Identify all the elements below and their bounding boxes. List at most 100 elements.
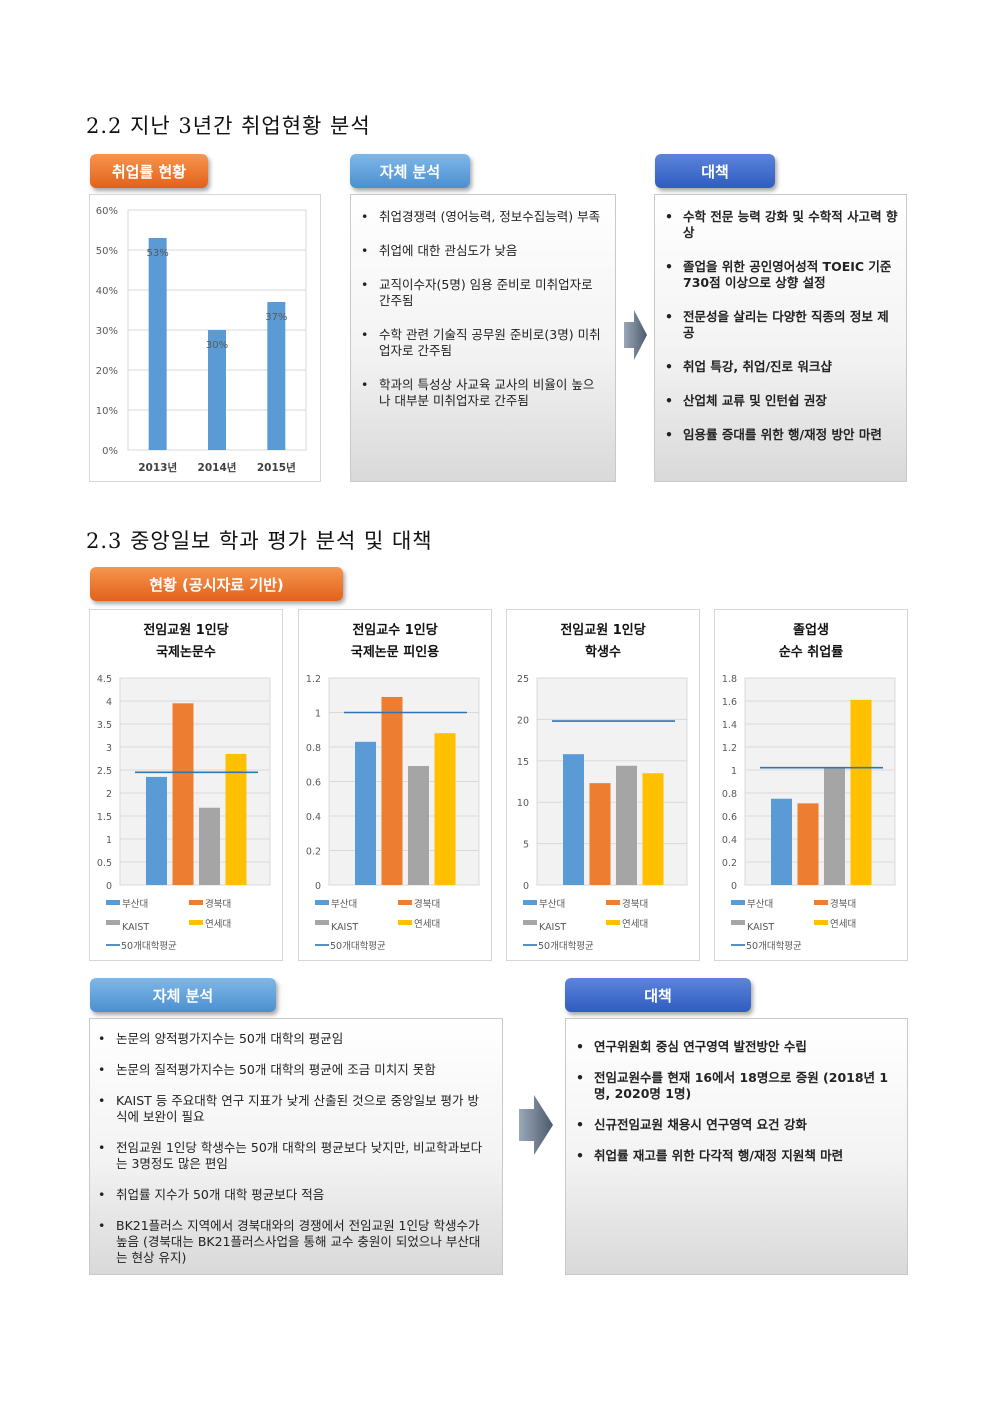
list-item-text: 논문의 양적평가지수는 50개 대학의 평균임 — [116, 1031, 344, 1046]
x-tick-label: 2014년 — [198, 461, 237, 474]
bar — [408, 765, 429, 885]
bullet-icon: • — [361, 243, 369, 258]
y-tick-label: 5 — [523, 840, 529, 851]
list-item: • 신규전임교원 채용시 연구영역 요건 강화 — [570, 1117, 899, 1133]
bullet-icon: • — [665, 259, 673, 274]
employment-rate-chart: 0% 10% 20% 30% 40% 50% 60% 53% 2013년 30% 2014년 37% 2… — [96, 206, 307, 474]
list-item-text: 취업률 지수가 50개 대학 평균보다 적음 — [116, 1187, 325, 1202]
y-tick-label: 0.8 — [722, 789, 737, 800]
legend-label: 연세대 — [205, 919, 231, 930]
bullet-icon: • — [361, 327, 369, 342]
list-item: • 취업에 대한 관심도가 낮음 — [355, 243, 605, 259]
bar — [563, 754, 584, 885]
list-item-text: 신규전임교원 채용시 연구영역 요건 강화 — [594, 1117, 807, 1132]
x-tick-label: 2015년 — [257, 461, 296, 474]
legend-label: 부산대 — [122, 899, 148, 910]
y-tick-label: 0 — [523, 881, 529, 892]
plot-area — [536, 677, 688, 886]
y-tick-label: 40% — [96, 286, 118, 297]
bar — [434, 733, 456, 885]
bar — [267, 302, 286, 450]
list-item: • 취업경쟁력 (영어능력, 정보수집능력) 부족 — [355, 209, 605, 225]
legend-label: 연세대 — [830, 919, 856, 930]
y-tick-label: 2.5 — [97, 766, 112, 777]
list-item: • 산업체 교류 및 인턴쉽 권장 — [659, 393, 898, 409]
list-item-text: 학과의 특성상 사교육 교사의 비율이 높으나 대부분 미취업자로 간주됨 — [379, 377, 595, 408]
list-item-text: 수학 관련 기술직 공무원 준비로(3명) 미취업자로 간주됨 — [379, 327, 601, 358]
legend-label: 50개대학평균 — [121, 941, 177, 952]
section-2-2-heading: 2.2 지난 3년간 취업현황 분석 — [86, 114, 371, 138]
data-label: 30% — [206, 340, 228, 351]
chart-title: 전임교원 1인당 — [143, 622, 228, 638]
bullet-icon: • — [98, 1093, 106, 1108]
bullet-icon: • — [665, 393, 673, 408]
y-tick-label: 1.2 — [722, 743, 737, 754]
chart-title: 국제논문 피인용 — [351, 644, 439, 660]
list-item: • 취업률 지수가 50개 대학 평균보다 적음 — [92, 1187, 490, 1203]
measures-tag: 대책 — [655, 154, 775, 188]
bar — [172, 703, 194, 885]
legend-swatch — [315, 920, 329, 925]
legend-label: 연세대 — [414, 919, 440, 930]
legend-label: KAIST — [747, 922, 774, 933]
y-tick-label: 2 — [106, 789, 112, 800]
list-item: • 논문의 양적평가지수는 50개 대학의 평균임 — [92, 1031, 490, 1047]
list-item-text: 연구위원회 중심 연구영역 발전방안 수립 — [594, 1039, 807, 1054]
bullet-icon: • — [576, 1039, 584, 1054]
y-tick-label: 20 — [517, 715, 529, 726]
chart-students-box: 전임교원 1인당 학생수 0 5 10 15 20 25 부산대 경북대 KAIST 연세대 50개대학… — [506, 609, 700, 961]
bar — [589, 783, 611, 885]
legend-swatch — [106, 920, 120, 925]
chart-papers-box: 전임교원 1인당 국제논문수 0 0.5 1 1.5 2 2.5 3 3.5 4 4.5 부산대 경북대 K… — [89, 609, 283, 961]
legend-swatch — [398, 900, 412, 905]
list-item: • 수학 관련 기술직 공무원 준비로(3명) 미취업자로 간주됨 — [355, 327, 605, 359]
bar — [616, 765, 637, 885]
y-tick-label: 0.4 — [722, 835, 737, 846]
chart-title: 학생수 — [585, 644, 621, 660]
bar — [146, 776, 167, 885]
list-item: • 전문성을 살리는 다양한 직종의 정보 제공 — [659, 309, 898, 341]
list-item-text: 전임교원수를 현재 16에서 18명으로 증원 (2018년 1명, 2020명… — [594, 1070, 889, 1101]
arrow-right-icon — [622, 308, 648, 366]
bullet-icon: • — [361, 277, 369, 292]
employment-rate-tag: 취업률 현황 — [90, 154, 208, 188]
plot-area — [744, 677, 896, 886]
section-2-3-heading: 2.3 중앙일보 학과 평가 분석 및 대책 — [86, 529, 433, 553]
list-item-text: 졸업을 위한 공인영어성적 TOEIC 기준 730점 이상으로 상향 설정 — [683, 259, 892, 290]
legend-label: 50개대학평균 — [746, 941, 802, 952]
legend-swatch — [189, 920, 203, 925]
list-item-text: 취업경쟁력 (영어능력, 정보수집능력) 부족 — [379, 209, 601, 224]
bullet-icon: • — [98, 1218, 106, 1233]
y-tick-label: 4.5 — [97, 674, 112, 685]
list-item: • 졸업을 위한 공인영어성적 TOEIC 기준 730점 이상으로 상향 설정 — [659, 259, 898, 291]
legend-swatch — [523, 900, 537, 905]
y-tick-label: 0 — [731, 881, 737, 892]
employment-rate-chart-box: 0% 10% 20% 30% 40% 50% 60% 53% 2013년 30% 2014년 37% 2… — [89, 194, 321, 482]
list-item-text: 취업 특강, 취업/진로 워크샵 — [683, 359, 832, 374]
legend-swatch — [731, 900, 745, 905]
legend-label: KAIST — [122, 922, 149, 933]
list-item-text: 산업체 교류 및 인턴쉽 권장 — [683, 393, 827, 408]
measures-panel: • 수학 전문 능력 강화 및 수학적 사고력 향상 • 졸업을 위한 공인영어성적 … — [654, 194, 907, 482]
y-tick-label: 0 — [106, 881, 112, 892]
bar — [381, 696, 403, 885]
list-item: • 전임교원수를 현재 16에서 18명으로 증원 (2018년 1명, 2020… — [570, 1070, 899, 1102]
list-item-text: 임용률 증대를 위한 행/재정 방안 마련 — [683, 427, 882, 442]
y-tick-label: 0.2 — [722, 858, 737, 869]
bullet-icon: • — [665, 427, 673, 442]
list-item-text: 취업에 대한 관심도가 낮음 — [379, 243, 518, 258]
list-item: • 취업 특강, 취업/진로 워크샵 — [659, 359, 898, 375]
list-item-text: 수학 전문 능력 강화 및 수학적 사고력 향상 — [683, 209, 898, 240]
legend-label: 경북대 — [205, 898, 231, 910]
arrow-right-icon-2 — [517, 1093, 555, 1161]
bar — [797, 803, 819, 885]
chart-title: 전임교수 1인당 — [352, 622, 437, 638]
y-tick-label: 1 — [315, 709, 321, 720]
legend-swatch — [523, 920, 537, 925]
bar — [355, 741, 376, 885]
legend-label: 부산대 — [331, 899, 357, 910]
self-analysis-tag: 자체 분석 — [350, 154, 470, 188]
bar — [199, 807, 220, 885]
